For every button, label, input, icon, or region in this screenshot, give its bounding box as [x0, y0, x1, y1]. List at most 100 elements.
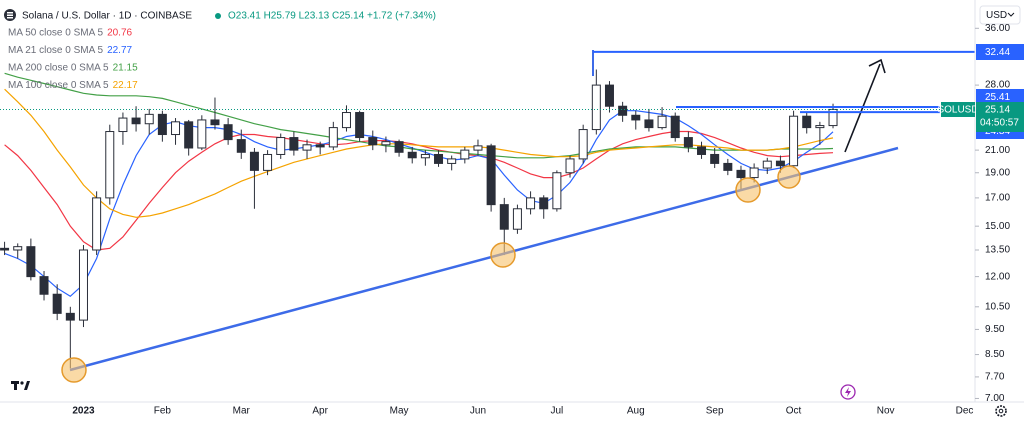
candle-body — [631, 114, 641, 121]
candle-body — [670, 115, 680, 139]
candle-body — [65, 312, 75, 321]
legend-label: MA 21 close 0 SMA 5 — [8, 45, 103, 56]
candle-body — [683, 137, 693, 148]
x-tick-label: 2023 — [72, 406, 95, 417]
x-tick-label: Dec — [956, 406, 974, 417]
candle-body — [736, 169, 746, 179]
candle-body — [420, 153, 430, 159]
candle-body — [315, 144, 325, 148]
candle-body — [539, 197, 549, 210]
candle-body — [381, 141, 391, 146]
candle-body — [144, 113, 154, 125]
symbol-icon-stripe — [7, 14, 13, 16]
legend-value: 22.77 — [107, 45, 132, 56]
level-tag — [976, 89, 1024, 105]
alerts-bolt[interactable] — [845, 387, 851, 397]
currency-caret[interactable] — [1007, 12, 1015, 17]
y-tick-label: 12.00 — [985, 271, 1010, 282]
logo-part[interactable] — [20, 381, 24, 385]
x-tick-label: Sep — [706, 406, 724, 417]
candle-body — [223, 124, 233, 141]
symbol-icon-stripe — [7, 12, 13, 14]
legend-label: MA 50 close 0 SMA 5 — [8, 28, 103, 39]
alerts-button[interactable] — [840, 384, 856, 400]
candle-body — [512, 208, 522, 230]
y-tick-label: 15.00 — [985, 221, 1010, 232]
candle-body — [578, 129, 588, 160]
logo-part[interactable] — [24, 381, 30, 390]
symbol-tag-label: SOLUSD — [937, 105, 978, 116]
candle-body — [644, 119, 654, 129]
market-status — [215, 13, 221, 19]
gear-icon[interactable] — [995, 405, 1007, 417]
candle-body — [565, 158, 575, 174]
candle-body — [105, 131, 115, 199]
candle-body — [526, 197, 536, 210]
candle-body — [249, 151, 259, 171]
candle-body — [789, 115, 799, 167]
candle-body — [394, 141, 404, 153]
candle-body — [486, 145, 496, 206]
candle-body — [78, 249, 88, 321]
highlight-circle — [490, 242, 516, 268]
y-tick-label: 9.50 — [985, 324, 1005, 335]
logo-part[interactable] — [14, 381, 17, 390]
level-tag-label: 25.41 — [985, 92, 1010, 103]
highlight-circle — [735, 177, 761, 203]
last-price-tag — [976, 102, 1024, 132]
legend-value: 21.15 — [113, 63, 138, 74]
candle-body — [552, 172, 562, 210]
last-price-label: 25.14 — [985, 105, 1010, 116]
candle-body — [460, 149, 470, 160]
y-tick-label: 28.00 — [985, 80, 1010, 91]
ohlc-readout: O23.41 H25.79 L23.13 C25.14 +1.72 (+7.34… — [228, 11, 436, 22]
tradingview-logo[interactable] — [11, 381, 30, 390]
candle-body — [39, 276, 49, 295]
candle-body — [26, 246, 36, 278]
currency-label[interactable]: USD — [986, 10, 1007, 21]
candle-body — [618, 105, 628, 116]
level-tag-label: 32.44 — [985, 47, 1010, 58]
candle-body — [13, 246, 23, 251]
y-tick-label: 10.50 — [985, 301, 1010, 312]
candle-body — [118, 117, 128, 133]
candle-body — [289, 137, 299, 151]
candle-body — [657, 115, 667, 129]
candle-body — [210, 119, 220, 126]
candle-body — [710, 153, 720, 164]
candle-body — [355, 112, 365, 139]
candle-body — [276, 137, 286, 155]
drawings — [61, 50, 975, 383]
x-tick-label: Mar — [233, 406, 251, 417]
candle-body — [815, 125, 825, 129]
candle-body — [184, 121, 194, 149]
candle-body — [236, 139, 246, 153]
candle-body — [407, 151, 417, 159]
candle-body — [368, 137, 378, 146]
x-tick-label: Aug — [627, 406, 645, 417]
moving-average-line — [4, 88, 834, 218]
candle-body — [434, 153, 444, 164]
y-tick-label: 21.00 — [985, 145, 1010, 156]
alerts-icon[interactable] — [840, 384, 856, 400]
plot-area — [0, 69, 975, 369]
candle-body — [802, 115, 812, 129]
y-tick-label: 17.00 — [985, 193, 1010, 204]
y-tick-label: 19.00 — [985, 167, 1010, 178]
candle-body — [828, 108, 838, 127]
candle-body — [0, 247, 10, 251]
y-tick-label: 13.50 — [985, 245, 1010, 256]
currency-button-box[interactable] — [979, 5, 1021, 25]
candle-body — [499, 204, 509, 230]
candle-body — [197, 119, 207, 149]
symbol-tag — [941, 102, 975, 117]
x-tick-label: Feb — [154, 406, 172, 417]
gear-hub[interactable] — [998, 408, 1004, 414]
candle-body — [447, 158, 457, 164]
settings-button[interactable] — [995, 405, 1007, 417]
currency-button[interactable]: USD — [979, 5, 1021, 25]
candle-body — [52, 293, 62, 314]
y-tick-label: 7.00 — [985, 393, 1005, 404]
